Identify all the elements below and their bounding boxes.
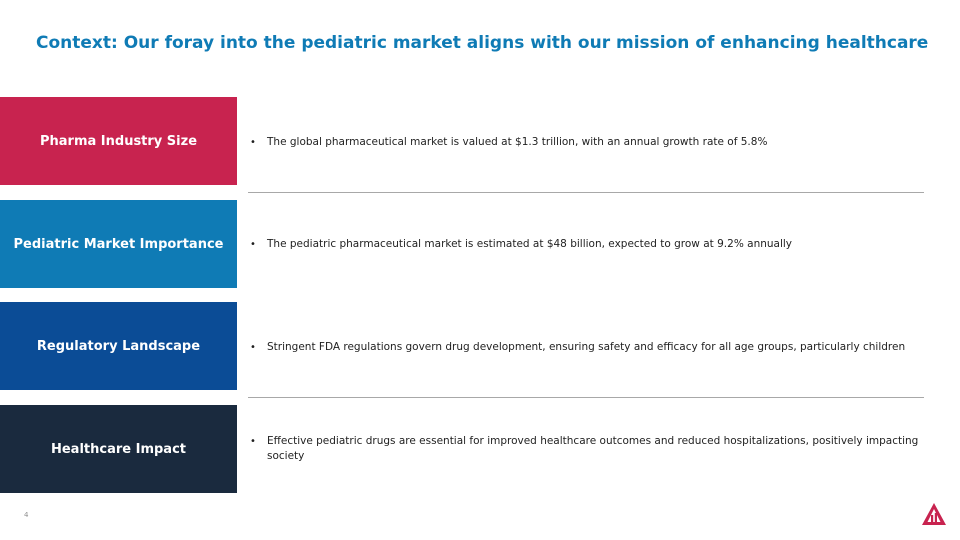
- bullet-text: The pediatric pharmaceutical market is e…: [267, 238, 793, 250]
- label-regulatory-landscape: Regulatory Landscape: [36, 338, 201, 354]
- label-box-pediatric-market-importance: Pediatric Market Importance: [0, 200, 237, 288]
- bullet-item: • Effective pediatric drugs are essentia…: [250, 434, 925, 464]
- row-pediatric-market-importance: Pediatric Market Importance • The pediat…: [0, 200, 960, 290]
- row-pharma-industry-size: Pharma Industry Size • The global pharma…: [0, 97, 960, 187]
- label-pediatric-market-importance: Pediatric Market Importance: [13, 236, 224, 252]
- bullet-text: Stringent FDA regulations govern drug de…: [267, 341, 906, 353]
- bullet-dot: •: [250, 137, 256, 148]
- triangle-logo-icon: [922, 503, 946, 525]
- label-pharma-industry-size: Pharma Industry Size: [39, 133, 198, 149]
- bullet-item: • Stringent FDA regulations govern drug …: [250, 340, 925, 355]
- divider: [248, 192, 924, 193]
- label-healthcare-impact: Healthcare Impact: [50, 441, 186, 457]
- bullet-text: Effective pediatric drugs are essential …: [267, 435, 919, 462]
- label-box-regulatory-landscape: Regulatory Landscape: [0, 302, 237, 390]
- bullet-text: The global pharmaceutical market is valu…: [267, 136, 768, 148]
- page-number: 4: [24, 511, 29, 519]
- page-title: Context: Our foray into the pediatric ma…: [36, 33, 929, 53]
- row-regulatory-landscape: Regulatory Landscape • Stringent FDA reg…: [0, 302, 960, 392]
- label-box-pharma-industry-size: Pharma Industry Size: [0, 97, 237, 185]
- bullet-dot: •: [250, 239, 256, 250]
- bullet-dot: •: [250, 342, 256, 353]
- bullet-item: • The pediatric pharmaceutical market is…: [250, 237, 925, 252]
- bullet-dot: •: [250, 436, 256, 447]
- row-healthcare-impact: Healthcare Impact • Effective pediatric …: [0, 405, 960, 495]
- bullet-item: • The global pharmaceutical market is va…: [250, 135, 925, 150]
- divider: [248, 397, 924, 398]
- label-box-healthcare-impact: Healthcare Impact: [0, 405, 237, 493]
